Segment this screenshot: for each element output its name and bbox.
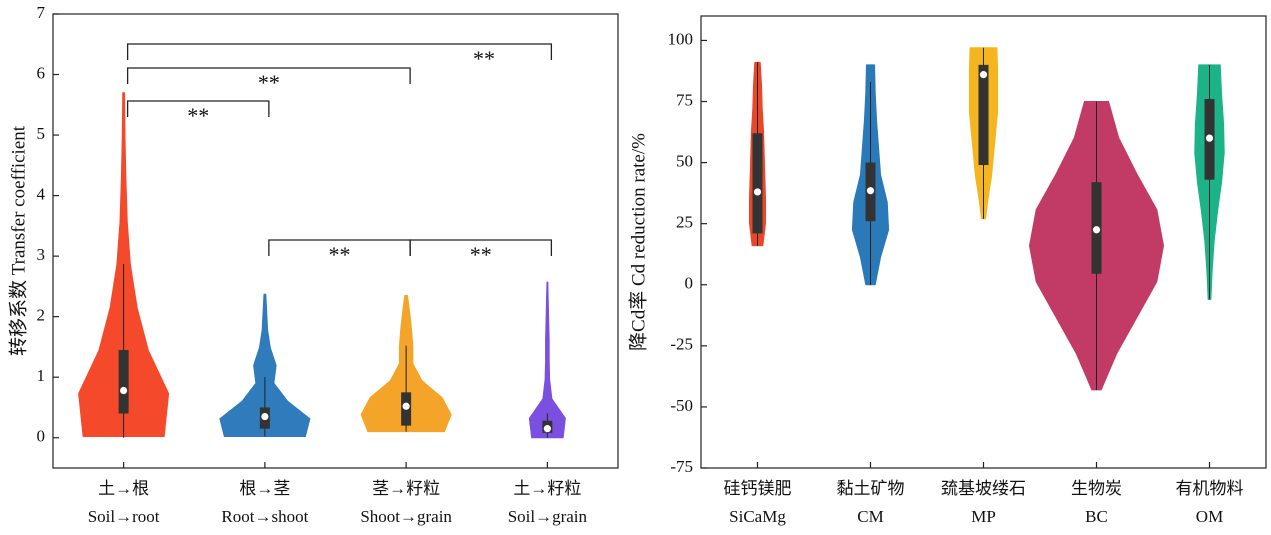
y-tick-label: 0 [685,274,694,293]
y-tick-label: 4 [37,185,46,204]
x-tick-label-en: Root→shoot [221,507,308,526]
median-dot [1205,134,1214,142]
x-tick-label: 黏土矿物 [837,479,905,498]
x-tick-label: 巯基坡缕石 [941,479,1026,498]
box [978,64,989,166]
median-dot [402,402,410,410]
plot-frame [52,13,619,469]
y-tick-label: 100 [668,29,694,48]
y-tick-label: 6 [37,63,46,82]
x-tick-label-en: Soil→grain [508,507,588,526]
y-tick-label: 5 [37,124,46,143]
x-tick-label-en: OM [1196,507,1223,526]
significance-bracket [409,239,553,256]
x-tick-label: 生物炭 [1071,479,1122,498]
x-tick-label: 土→根 [98,479,149,498]
y-axis-title: 降Cd率 Cd reduction rate/% [627,133,649,351]
box [752,133,763,234]
median-dot [979,71,988,79]
box [118,349,129,414]
y-tick-label: 25 [676,213,693,232]
y-tick-label: 1 [37,366,46,385]
y-tick-label: 7 [37,3,46,22]
x-tick-label: 硅钙镁肥 [724,479,792,498]
significance-bracket [126,67,411,84]
x-tick-label-en: MP [971,507,996,526]
x-tick-label-en: Shoot→grain [360,507,452,526]
x-tick-label-en: BC [1085,507,1108,526]
median-dot [1092,226,1101,234]
significance-label: ** [187,103,209,128]
y-tick-label: -50 [670,396,693,415]
y-axis-title: 转移系数 Transfer coefficient [7,125,29,356]
y-tick-label: 75 [676,90,693,109]
x-tick-label: 根→茎 [239,479,290,498]
violin-body [528,281,566,439]
y-tick-label: 0 [37,427,46,446]
y-tick-label: 3 [37,245,46,264]
median-dot [261,412,269,421]
significance-label: ** [470,242,492,267]
x-tick-label-en: SiCaMg [729,507,786,526]
significance-label: ** [473,46,495,71]
violin-body [219,293,311,438]
median-dot [866,187,875,195]
median-dot [543,425,551,433]
x-tick-label-en: Soil→root [88,507,160,526]
x-tick-label: 土→籽粒 [513,479,581,498]
x-tick-label: 有机物料 [1176,479,1244,498]
significance-label: ** [329,242,351,267]
x-tick-label-en: CM [857,507,883,526]
significance-bracket [126,43,553,60]
y-tick-label: 2 [37,306,46,325]
y-tick-label: -25 [670,335,693,354]
significance-bracket [126,100,270,117]
y-tick-label: -75 [670,457,693,476]
median-dot [120,386,128,395]
x-tick-label: 茎→籽粒 [372,479,440,498]
y-tick-label: 50 [676,152,693,171]
significance-label: ** [258,70,280,95]
median-dot [753,188,762,196]
